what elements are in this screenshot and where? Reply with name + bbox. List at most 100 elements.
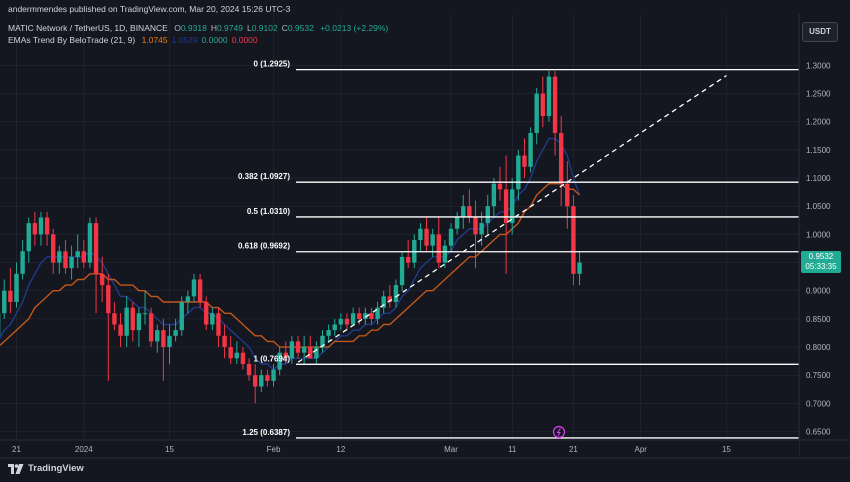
candle-body xyxy=(571,206,576,274)
ohlc-key: L xyxy=(246,23,252,33)
candle-body xyxy=(148,313,154,342)
candle-body xyxy=(467,206,472,218)
candle-body xyxy=(234,352,240,359)
candle-body xyxy=(558,132,564,184)
candle-body xyxy=(87,223,93,263)
indicator-value: 0.0000 xyxy=(231,35,258,45)
candle xyxy=(148,307,154,348)
candle xyxy=(540,76,546,128)
ohlc-value: 0.9318 xyxy=(180,23,207,33)
indicator-legend[interactable]: EMAs Trend By BeloTrade (21, 9) 1.0745 1.… xyxy=(8,35,258,45)
fibonacci-retracement[interactable]: 0 (1.2925) 0.382 (1.0927) 0.5 (1.0310) 0.61… xyxy=(238,60,799,439)
candle xyxy=(369,307,374,325)
ohlc-value: 0.9102 xyxy=(251,23,278,33)
candle xyxy=(338,313,344,331)
candle xyxy=(167,324,172,364)
candle xyxy=(399,251,405,291)
candle-body xyxy=(503,189,509,224)
candle xyxy=(510,178,515,235)
candle-body xyxy=(228,347,233,359)
indicator-name[interactable]: EMAs Trend By BeloTrade (21, 9) xyxy=(8,35,136,45)
candle-body xyxy=(124,307,129,336)
candle-body xyxy=(522,155,527,167)
candle xyxy=(124,296,129,348)
candle xyxy=(234,341,240,364)
candle-body xyxy=(436,234,441,263)
candle-body xyxy=(246,363,252,376)
candle-body xyxy=(461,206,466,218)
candle xyxy=(136,307,142,348)
candle xyxy=(44,211,50,246)
candle xyxy=(503,155,509,274)
candle xyxy=(522,138,527,179)
candle-body xyxy=(485,206,490,224)
candle-body xyxy=(155,330,160,342)
candle xyxy=(375,301,380,325)
ohlc-value: 0.9532 xyxy=(287,23,314,33)
candle-body xyxy=(338,318,344,325)
ohlc-key: O xyxy=(174,23,181,33)
candle xyxy=(289,335,295,364)
ema-line-fast xyxy=(0,137,581,371)
candle-body xyxy=(399,256,405,286)
candle xyxy=(271,363,276,387)
event-marker-icon[interactable] xyxy=(552,425,566,439)
time-tick-label: Mar xyxy=(444,445,458,454)
candle xyxy=(93,217,99,314)
price-tick-label: 0.7000 xyxy=(806,399,831,408)
time-axis[interactable]: 21 2024 15 Feb 12 Mar 11 21 Apr 15 xyxy=(0,439,850,459)
fib-level-label: 0.382 (1.0927) xyxy=(238,172,290,181)
candle xyxy=(326,324,331,342)
time-tick-label: Apr xyxy=(635,445,648,454)
candle-body xyxy=(173,330,178,336)
candle-body xyxy=(320,335,325,348)
time-tick-label: 21 xyxy=(12,445,21,454)
candle-body xyxy=(93,223,99,274)
candle-body xyxy=(418,228,423,241)
price-tick-label: 1.1000 xyxy=(806,174,831,183)
candle-body xyxy=(363,313,368,319)
fib-level-label: 1 (0.7694) xyxy=(254,354,291,363)
candle-body xyxy=(454,217,460,229)
candle-body xyxy=(350,313,356,325)
price-tick-label: 0.9000 xyxy=(806,287,831,296)
tradingview-logo-icon xyxy=(8,463,24,474)
candle-body xyxy=(516,155,521,190)
trend-line[interactable] xyxy=(297,74,727,363)
candle-body xyxy=(81,251,87,263)
price-axis[interactable]: 1.3000 1.2500 1.2000 1.1500 1.1000 1.0500 1.00… xyxy=(798,14,850,458)
candle-body xyxy=(265,375,270,381)
candle-body xyxy=(69,256,74,269)
candle-body xyxy=(179,301,184,331)
candle-body xyxy=(448,228,454,246)
candle xyxy=(99,256,105,302)
candle xyxy=(332,318,337,336)
currency-button[interactable]: USDT xyxy=(802,22,838,42)
candle xyxy=(461,194,466,229)
candle xyxy=(246,358,252,381)
candle xyxy=(283,341,288,364)
indicator-value: 1.0539 xyxy=(171,35,198,45)
candle xyxy=(405,240,411,269)
price-tick-label: 1.2500 xyxy=(806,90,831,99)
candle xyxy=(210,307,215,331)
price-tick-label: 1.2000 xyxy=(806,118,831,127)
candle-body xyxy=(99,273,105,286)
candle xyxy=(436,217,441,269)
candle-body xyxy=(534,93,539,133)
candle-body xyxy=(326,330,331,336)
candle-body xyxy=(197,279,203,302)
brand-name: TradingView xyxy=(28,463,84,474)
candle xyxy=(51,228,56,274)
candle-body xyxy=(430,234,435,246)
tradingview-logo[interactable]: TradingView xyxy=(8,463,84,474)
candle-body xyxy=(259,375,264,387)
time-tick-label: 11 xyxy=(508,445,517,454)
candle-body xyxy=(252,375,258,387)
symbol-legend[interactable]: MATIC Network / TetherUS, 1D, BINANCE O0… xyxy=(8,23,388,33)
candle-body xyxy=(20,251,25,274)
candle-body xyxy=(565,183,570,207)
symbol-name[interactable]: MATIC Network / TetherUS, 1D, BINANCE xyxy=(8,23,168,33)
indicator-value: 1.0745 xyxy=(141,35,168,45)
